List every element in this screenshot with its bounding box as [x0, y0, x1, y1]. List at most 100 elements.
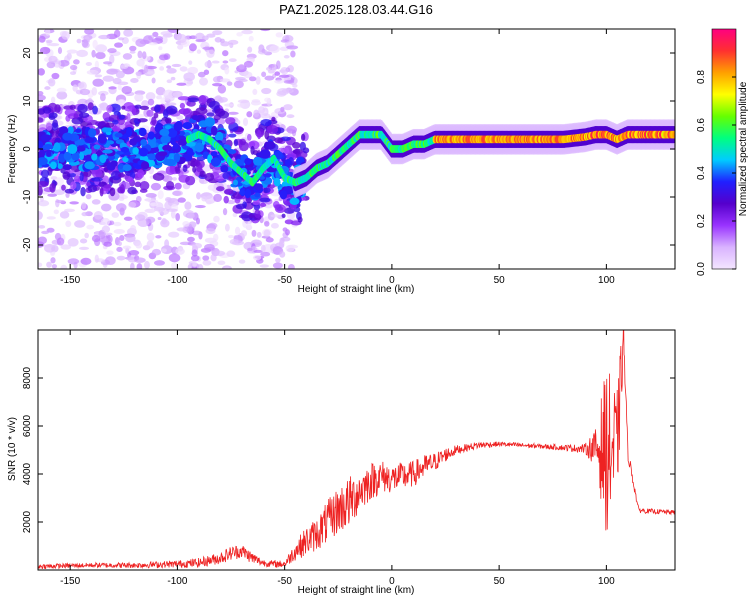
- spectrogram-noise-blob: [101, 217, 111, 226]
- spectrogram-noise-blob: [67, 258, 80, 265]
- spectrogram-core-blob: [254, 192, 261, 198]
- spectrogram-core-blob: [59, 126, 69, 135]
- spectrogram-noise-blob: [270, 222, 279, 229]
- spectrogram-noise-blob: [172, 190, 182, 196]
- spectrogram-noise-blob: [77, 82, 85, 89]
- spectrogram-noise-blob: [281, 88, 294, 94]
- spectrogram-noise-blob: [134, 214, 146, 221]
- spectrogram-core-blob: [214, 131, 224, 142]
- spectrogram-noise-blob: [151, 77, 156, 84]
- spectrogram-noise-blob: [272, 262, 283, 269]
- spectrogram-noise-blob: [189, 35, 197, 40]
- spectrogram-core-blob: [253, 183, 263, 191]
- spectrogram-noise-blob: [160, 97, 166, 105]
- spectrogram-core-blob: [147, 131, 155, 140]
- spectrogram-noise-blob: [170, 76, 176, 81]
- spectrogram-cloud-blob: [49, 182, 56, 193]
- spectrogram-noise-blob: [187, 236, 195, 242]
- spectrogram-noise-blob: [91, 49, 96, 58]
- spectrogram-noise-blob: [168, 253, 181, 263]
- spectrogram-noise-blob: [158, 46, 163, 51]
- spectrogram-cloud-blob: [139, 105, 150, 111]
- spectrogram-core-blob: [273, 177, 281, 187]
- spectrogram-cloud-blob: [119, 183, 125, 193]
- spectrogram-cloud-blob: [105, 122, 115, 128]
- spectrogram-noise-blob: [196, 49, 202, 54]
- spectrogram-noise-blob: [122, 53, 133, 60]
- spectrogram-noise-blob: [74, 220, 86, 228]
- spectrogram-noise-blob: [86, 224, 95, 230]
- spectrogram-cloud-blob: [216, 186, 225, 192]
- spectrogram-noise-blob: [234, 226, 241, 235]
- spectrogram-core-blob: [158, 143, 164, 151]
- snr-ytick-label: 8000: [22, 366, 33, 389]
- colorbar-tick-label: 0.4: [696, 166, 707, 180]
- spectrogram-xtick-label: -50: [277, 275, 292, 286]
- spectrogram-noise-blob: [166, 102, 177, 106]
- spectrogram-noise-blob: [176, 115, 184, 120]
- spectrogram-cloud-blob: [235, 203, 247, 210]
- spectrogram-noise-blob: [69, 201, 79, 205]
- spectrogram-noise-blob: [38, 35, 46, 43]
- spectrogram-cloud-blob: [112, 119, 119, 125]
- spectrogram-ytick-label: 10: [22, 95, 33, 107]
- spectrogram-ytick-label: -20: [22, 237, 33, 252]
- spectrogram-cloud-blob: [38, 117, 44, 123]
- snr-panel: -150 -100 -50 0 50 100 2000 4000 6000 8000 Height…: [7, 329, 676, 596]
- spectrogram-cloud-blob: [182, 107, 193, 118]
- spectrogram-noise-blob: [94, 60, 100, 69]
- spectrogram-core-blob: [67, 144, 78, 155]
- spectrogram-noise-blob: [162, 175, 173, 183]
- spectrogram-core-blob: [160, 135, 171, 144]
- spectrogram-core-blob: [114, 132, 123, 138]
- spectrogram-noise-blob: [229, 42, 234, 49]
- figure-title: PAZ1.2025.128.03.44.G16: [279, 2, 433, 17]
- spectrogram-noise-blob: [155, 36, 164, 41]
- spectrogram-core-blob: [159, 128, 170, 137]
- spectrogram-noise-blob: [253, 249, 264, 253]
- spectrogram-noise-blob: [148, 42, 158, 46]
- spectrogram-cloud-blob: [192, 166, 197, 173]
- spectrogram-cloud-blob: [110, 170, 122, 181]
- spectrogram-cloud-blob: [97, 121, 107, 129]
- spectrogram-cloud-blob: [239, 138, 246, 146]
- spectrogram-noise-blob: [129, 45, 137, 52]
- spectrogram-noise-blob: [279, 251, 286, 258]
- spectrogram-xtick-label: 100: [598, 275, 615, 286]
- spectrogram-noise-blob: [177, 197, 186, 203]
- spectrogram-noise-blob: [255, 76, 261, 85]
- spectrogram-noise-blob: [176, 34, 187, 44]
- spectrogram-cloud-blob: [42, 106, 52, 114]
- spectrogram-noise-blob: [207, 184, 219, 191]
- spectrogram-core-blob: [289, 197, 300, 205]
- spectrogram-core-blob: [38, 140, 44, 149]
- spectrogram-noise-blob: [104, 232, 113, 236]
- spectrogram-noise-blob: [175, 247, 185, 255]
- spectrogram-noise-blob: [283, 104, 293, 111]
- spectrogram-noise-blob: [99, 93, 106, 102]
- spectrogram-marks: [38, 29, 675, 269]
- spectrogram-noise-blob: [129, 224, 137, 234]
- spectrogram-noise-blob: [118, 99, 126, 107]
- spectrogram-noise-blob: [257, 48, 268, 55]
- spectrogram-cloud-blob: [91, 168, 103, 178]
- spectrogram-noise-blob: [106, 250, 114, 256]
- spectrogram-ytick-label: 0: [22, 146, 33, 152]
- snr-xtick-label: -150: [60, 576, 80, 587]
- spectrogram-noise-blob: [187, 212, 195, 219]
- spectrogram-core-blob: [237, 160, 245, 166]
- spectrogram-core-blob: [204, 117, 216, 127]
- spectrogram-noise-blob: [286, 125, 297, 134]
- spectrogram-noise-blob: [39, 46, 51, 55]
- spectrogram-cloud-blob: [70, 181, 77, 190]
- spectrogram-noise-blob: [222, 208, 228, 216]
- spectrogram-noise-blob: [224, 67, 230, 75]
- spectrogram-core-blob: [74, 139, 86, 146]
- spectrogram-cloud-blob: [247, 133, 252, 141]
- spectrogram-cloud-blob: [164, 117, 172, 124]
- spectrogram-cloud-blob: [292, 142, 301, 149]
- spectrogram-noise-blob: [260, 113, 271, 119]
- spectrogram-noise-blob: [76, 38, 82, 44]
- spectrogram-noise-blob: [171, 63, 182, 68]
